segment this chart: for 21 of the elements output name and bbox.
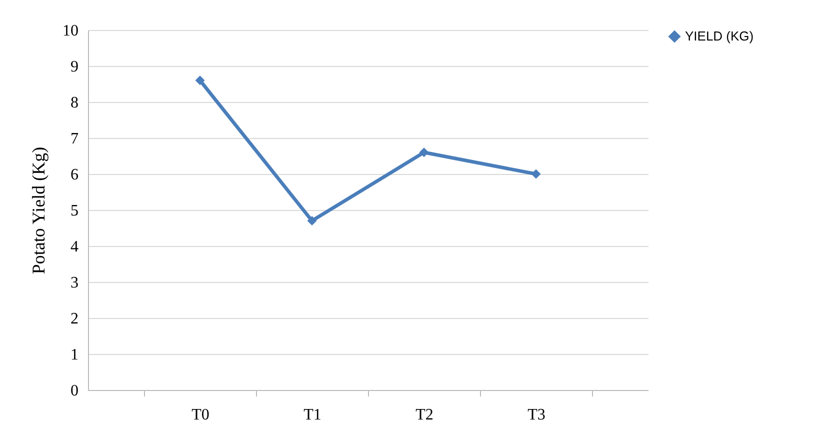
- x-tick-label: T3: [528, 406, 546, 424]
- y-tick-label: 6: [70, 166, 78, 184]
- y-tick-label: 0: [70, 382, 78, 400]
- y-tick-label: 1: [70, 346, 78, 364]
- y-tick-label: 10: [62, 22, 78, 40]
- x-tick-label: T0: [192, 406, 210, 424]
- y-tick-label: 4: [70, 238, 78, 256]
- y-tick-label: 9: [70, 58, 78, 76]
- x-tick-label: T1: [304, 406, 322, 424]
- y-tick-label: 7: [70, 130, 78, 148]
- y-tick-label: 8: [70, 94, 78, 112]
- y-tick-label: 3: [70, 274, 78, 292]
- point: [531, 169, 541, 179]
- y-tick-label: 5: [70, 202, 78, 220]
- y-tick-label: 2: [70, 310, 78, 328]
- x-tick-label: T2: [416, 406, 434, 424]
- point: [419, 148, 429, 158]
- legend-label: YIELD (KG): [685, 28, 754, 44]
- y-axis-title: Potato Yield (Kg): [28, 146, 48, 274]
- point: [195, 76, 205, 86]
- point: [307, 216, 317, 226]
